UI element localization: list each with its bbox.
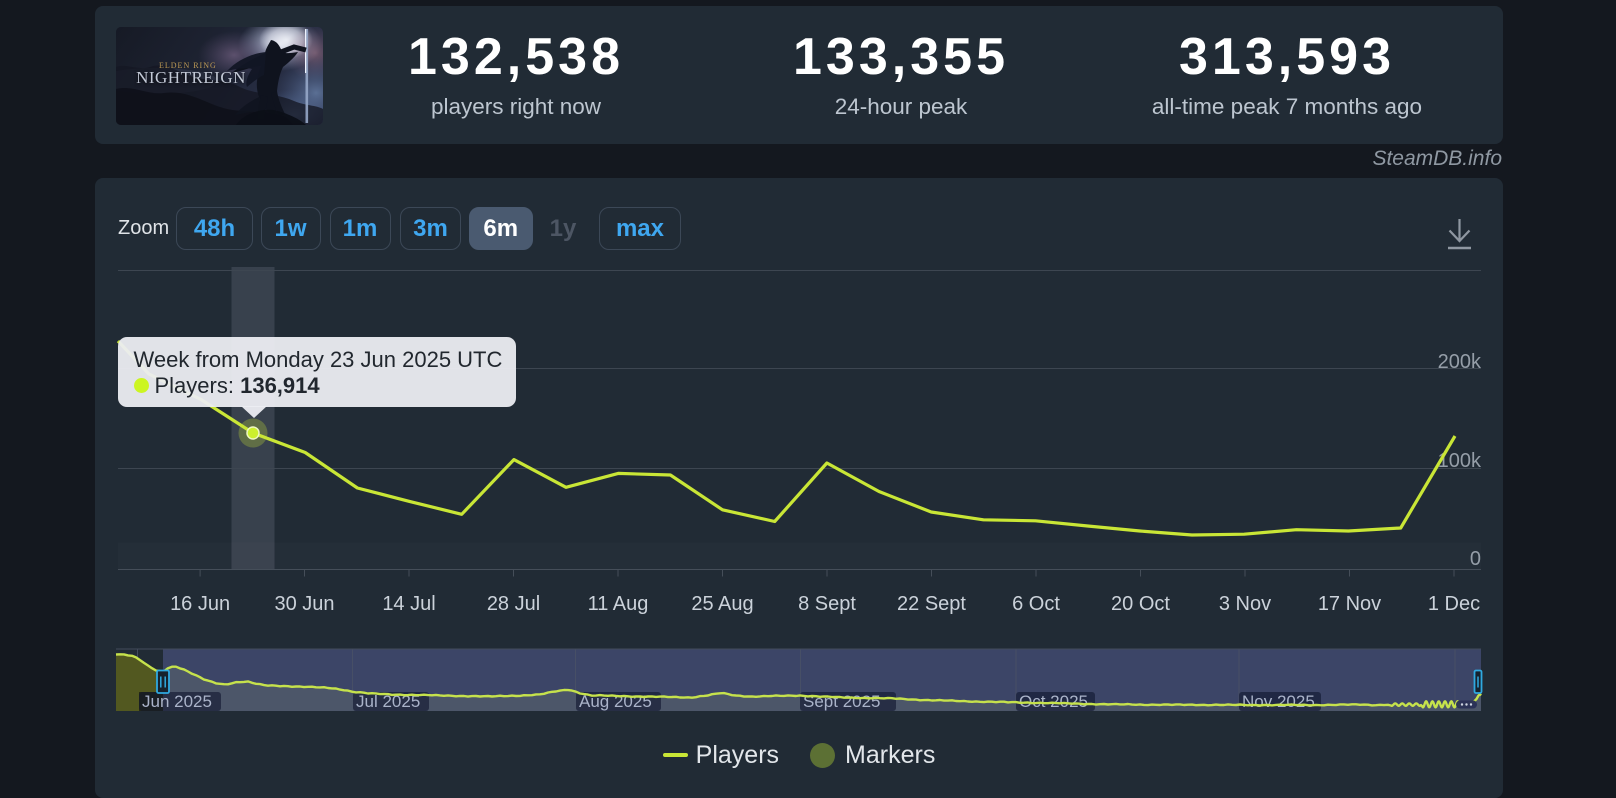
svg-text:Jul 2025: Jul 2025 — [356, 692, 420, 711]
svg-text:Sept 2025: Sept 2025 — [803, 692, 881, 711]
svg-text:1 Dec: 1 Dec — [1428, 593, 1480, 615]
svg-text:25 Aug: 25 Aug — [691, 593, 753, 615]
svg-text:Jun 2025: Jun 2025 — [142, 692, 212, 711]
svg-text:11 Aug: 11 Aug — [588, 593, 649, 615]
svg-text:100k: 100k — [1438, 450, 1482, 472]
svg-text:Oct 2025: Oct 2025 — [1019, 692, 1088, 711]
svg-text:3 Nov: 3 Nov — [1219, 593, 1271, 615]
svg-text:17 Nov: 17 Nov — [1318, 593, 1381, 615]
svg-text:30 Jun: 30 Jun — [274, 593, 334, 615]
svg-text:200k: 200k — [1438, 351, 1482, 373]
svg-text:16 Jun: 16 Jun — [170, 593, 230, 615]
svg-text:0: 0 — [1470, 548, 1481, 570]
svg-text:28 Jul: 28 Jul — [487, 593, 540, 615]
svg-text:22 Sept: 22 Sept — [897, 593, 966, 615]
svg-text:8 Sept: 8 Sept — [798, 593, 856, 615]
svg-text:Nov 2025: Nov 2025 — [1242, 692, 1315, 711]
svg-text:14 Jul: 14 Jul — [382, 593, 435, 615]
svg-text:6 Oct: 6 Oct — [1012, 593, 1060, 615]
svg-text:20 Oct: 20 Oct — [1111, 593, 1170, 615]
